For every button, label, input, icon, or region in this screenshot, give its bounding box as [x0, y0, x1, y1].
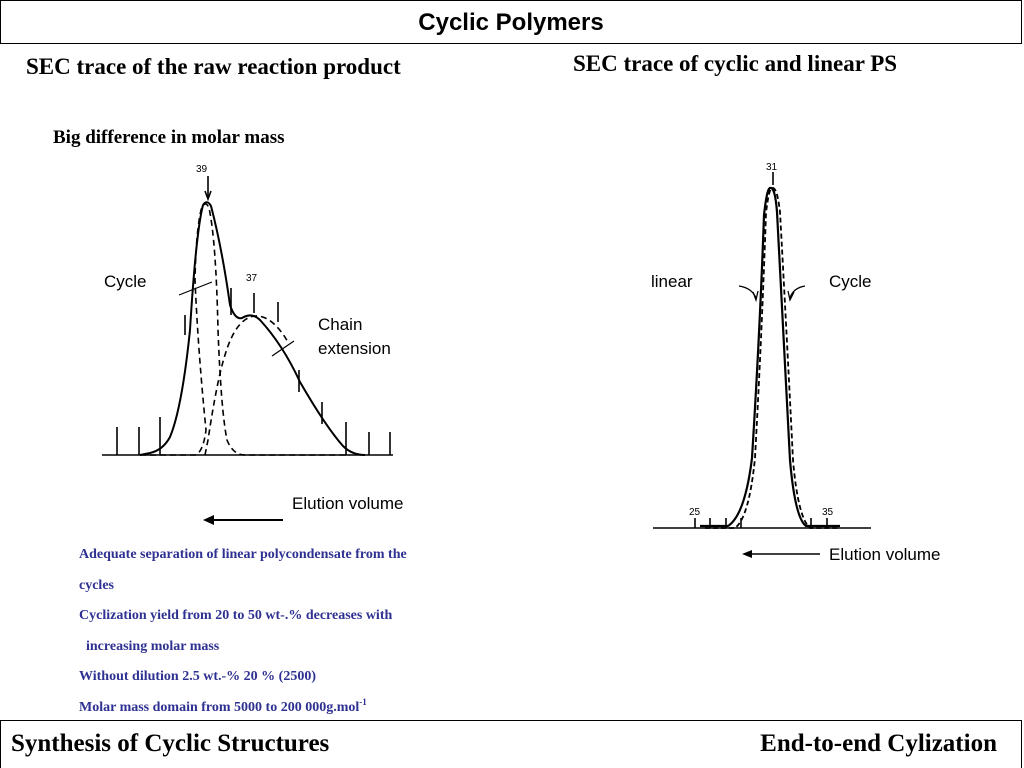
right-cycle-label: Cycle	[829, 272, 872, 291]
note-line-4-text: increasing molar mass	[82, 638, 220, 654]
note-line-4: increasing molar mass	[79, 632, 407, 663]
right-linear-pointer-head	[752, 290, 759, 303]
right-linear-trace	[700, 186, 840, 528]
note-line-6: Molar mass domain from 5000 to 200 000g.…	[79, 693, 407, 724]
left-peak-39-arrowhead	[204, 190, 212, 202]
left-peak-label-39: 39	[196, 164, 208, 175]
right-tick-label-25: 25	[689, 507, 701, 518]
note-line-3: Cyclization yield from 20 to 50 wt-.% de…	[79, 608, 393, 623]
left-elution-arrowhead	[203, 515, 214, 525]
note-line-6-superscript: -1	[359, 696, 367, 707]
right-linear-label: linear	[651, 272, 693, 291]
left-total-trace	[139, 201, 366, 456]
right-cycle-pointer	[789, 285, 806, 299]
right-peak-label-31: 31	[766, 162, 778, 173]
left-cycle-label: Cycle	[104, 272, 147, 291]
footer-bar: Synthesis of Cyclic Structures End-to-en…	[0, 720, 1022, 768]
right-chart-heading: SEC trace of cyclic and linear PS	[573, 51, 898, 76]
note-line-5: Without dilution 2.5 wt.-% 20 % (2500)	[79, 669, 316, 684]
left-peak-label-37: 37	[246, 273, 258, 284]
right-x-axis-label: Elution volume	[829, 545, 941, 564]
right-cycle-pointer-head	[787, 290, 795, 302]
left-chain-label-line2: extension	[318, 339, 391, 358]
left-chain-dashed-trace	[204, 315, 289, 456]
footer-right-title: End-to-end Cylization	[760, 730, 997, 757]
note-line-2: cycles	[79, 577, 114, 593]
right-cycle-dashed-trace	[705, 187, 840, 529]
left-chart-heading: SEC trace of the raw reaction product	[26, 54, 401, 79]
page-title: Cyclic Polymers	[418, 9, 604, 36]
left-chain-label-line1: Chain	[318, 315, 363, 334]
note-line-1: Adequate separation of linear polyconden…	[79, 547, 407, 562]
title-bar: Cyclic Polymers	[0, 0, 1022, 44]
left-chart-subheading: Big difference in molar mass	[53, 127, 285, 148]
right-tick-label-35: 35	[822, 507, 834, 518]
right-elution-arrowhead	[742, 550, 752, 558]
note-line-6-text: Molar mass domain from 5000 to 200 000g.…	[79, 699, 360, 715]
footer-left-title: Synthesis of Cyclic Structures	[11, 730, 330, 757]
left-cycle-pointer	[178, 281, 213, 296]
left-chain-pointer	[271, 340, 295, 357]
left-cycle-dashed-trace	[140, 203, 350, 456]
notes-block: Adequate separation of linear polyconden…	[79, 540, 407, 723]
left-x-axis-label: Elution volume	[292, 494, 404, 513]
